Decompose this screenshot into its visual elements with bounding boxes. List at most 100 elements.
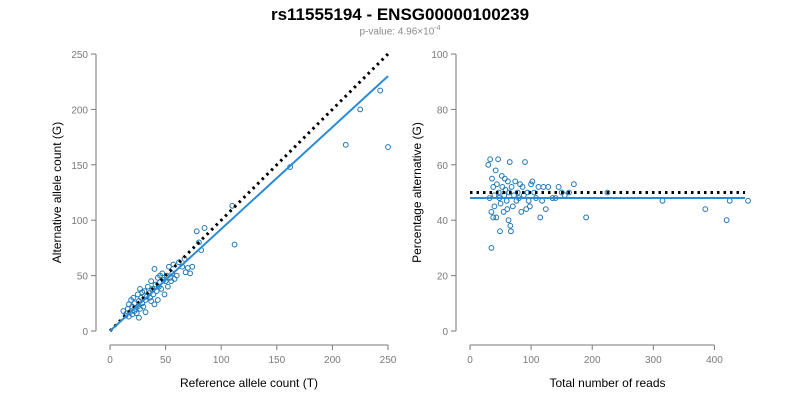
right-data-point bbox=[508, 228, 514, 235]
right-data-point bbox=[490, 184, 497, 190]
left-data-point bbox=[148, 298, 155, 304]
left-data-point bbox=[136, 314, 142, 321]
left-x-axis-label: Reference allele count (T) bbox=[180, 376, 318, 390]
right-data-point bbox=[506, 159, 513, 165]
right-data-point bbox=[726, 197, 733, 204]
left-data-point bbox=[173, 272, 180, 279]
left-fit-line bbox=[109, 75, 389, 332]
right-x-axis-label: Total number of reads bbox=[549, 376, 665, 390]
right-data-point bbox=[545, 184, 552, 190]
right-data-point bbox=[507, 222, 514, 229]
right-data-point bbox=[566, 189, 572, 196]
right-y-tick-label: 20 bbox=[437, 272, 449, 283]
left-data-point bbox=[196, 239, 202, 246]
right-data-point bbox=[745, 197, 751, 204]
left-data-point bbox=[176, 259, 182, 266]
right-y-tick-label: 80 bbox=[437, 105, 449, 116]
right-data-point bbox=[723, 217, 730, 224]
right-data-point bbox=[498, 172, 505, 179]
left-data-point bbox=[161, 291, 168, 298]
right-data-point bbox=[504, 178, 511, 185]
right-data-point bbox=[514, 189, 521, 196]
left-y-axis-label: Alternative allele count (G) bbox=[50, 122, 64, 263]
left-reference-line bbox=[108, 52, 390, 333]
right-data-point bbox=[570, 181, 577, 188]
right-data-point bbox=[535, 184, 542, 190]
right-data-point bbox=[526, 203, 533, 210]
left-y-tick-label: 0 bbox=[82, 327, 88, 338]
left-data-point bbox=[134, 291, 141, 298]
right-data-point bbox=[509, 203, 516, 210]
right-data-point bbox=[518, 208, 525, 215]
left-y-tick-label: 200 bbox=[71, 105, 88, 116]
right-data-point bbox=[522, 159, 528, 165]
left-data-point bbox=[357, 106, 364, 113]
right-data-point bbox=[491, 203, 498, 210]
right-data-point bbox=[485, 161, 492, 168]
right-x-tick-label: 100 bbox=[523, 355, 540, 366]
right-data-point bbox=[542, 206, 549, 213]
left-data-point bbox=[130, 294, 137, 301]
left-data-point bbox=[385, 144, 391, 150]
right-data-point bbox=[488, 208, 495, 215]
left-data-point bbox=[131, 300, 138, 307]
left-data-point bbox=[151, 301, 158, 308]
right-data-point bbox=[523, 206, 530, 213]
right-x-tick-label: 300 bbox=[645, 355, 662, 366]
right-data-point bbox=[540, 184, 547, 190]
right-data-point bbox=[659, 197, 666, 204]
right-data-point bbox=[492, 167, 499, 174]
left-data-point bbox=[170, 261, 177, 268]
left-data-point bbox=[231, 241, 238, 248]
left-data-point bbox=[154, 297, 161, 303]
right-data-point bbox=[702, 206, 709, 213]
left-data-point bbox=[377, 87, 384, 94]
left-x-tick-label: 150 bbox=[268, 355, 285, 366]
left-y-tick-label: 100 bbox=[71, 216, 88, 227]
left-x-tick-label: 250 bbox=[380, 355, 397, 366]
left-y-tick-label: 50 bbox=[77, 272, 89, 283]
right-y-tick-label: 40 bbox=[437, 216, 449, 227]
right-data-point bbox=[502, 186, 509, 193]
left-x-tick-label: 200 bbox=[324, 355, 341, 366]
left-y-tick-label: 150 bbox=[71, 161, 88, 172]
left-data-point bbox=[159, 270, 166, 277]
right-x-tick-label: 200 bbox=[584, 355, 601, 366]
left-data-point bbox=[140, 303, 147, 310]
right-x-tick-label: 400 bbox=[706, 355, 723, 366]
right-data-point bbox=[555, 184, 562, 190]
right-x-tick-label: 0 bbox=[467, 355, 473, 366]
right-data-point bbox=[493, 214, 500, 221]
left-x-tick-label: 100 bbox=[213, 355, 230, 366]
right-data-point bbox=[512, 178, 519, 185]
right-data-point bbox=[493, 181, 500, 188]
right-data-point bbox=[500, 208, 507, 215]
right-data-point bbox=[503, 197, 510, 204]
left-data-point bbox=[166, 263, 172, 270]
left-x-tick-label: 50 bbox=[160, 355, 172, 366]
right-data-point bbox=[525, 197, 532, 204]
left-scatter-panel: 0 50 100 150 200 250 0 50 100 150 200 250 Reference … bbox=[50, 50, 397, 390]
right-data-point bbox=[528, 181, 535, 188]
chart-subtitle: p-value: 4.96×10-4 bbox=[0, 25, 800, 37]
right-y-tick-label: 100 bbox=[431, 50, 448, 61]
right-data-point bbox=[539, 197, 546, 204]
right-data-point bbox=[488, 245, 495, 251]
p-value-text: p-value: 4.96×10 bbox=[359, 26, 435, 38]
left-data-point bbox=[187, 270, 193, 277]
left-data-point bbox=[201, 225, 208, 231]
right-data-point bbox=[487, 156, 494, 163]
left-data-point bbox=[144, 283, 151, 290]
right-y-axis-label: Percentage alternative (G) bbox=[410, 122, 424, 263]
right-data-point bbox=[604, 189, 611, 196]
right-data-point bbox=[506, 189, 513, 196]
right-data-point bbox=[495, 156, 502, 163]
left-data-point bbox=[342, 141, 349, 148]
left-x-tick-label: 0 bbox=[107, 355, 113, 366]
right-data-point bbox=[504, 206, 511, 213]
left-y-tick-label: 250 bbox=[71, 50, 88, 61]
right-data-point bbox=[501, 175, 508, 182]
right-data-point bbox=[490, 214, 497, 221]
right-data-point bbox=[499, 184, 506, 190]
